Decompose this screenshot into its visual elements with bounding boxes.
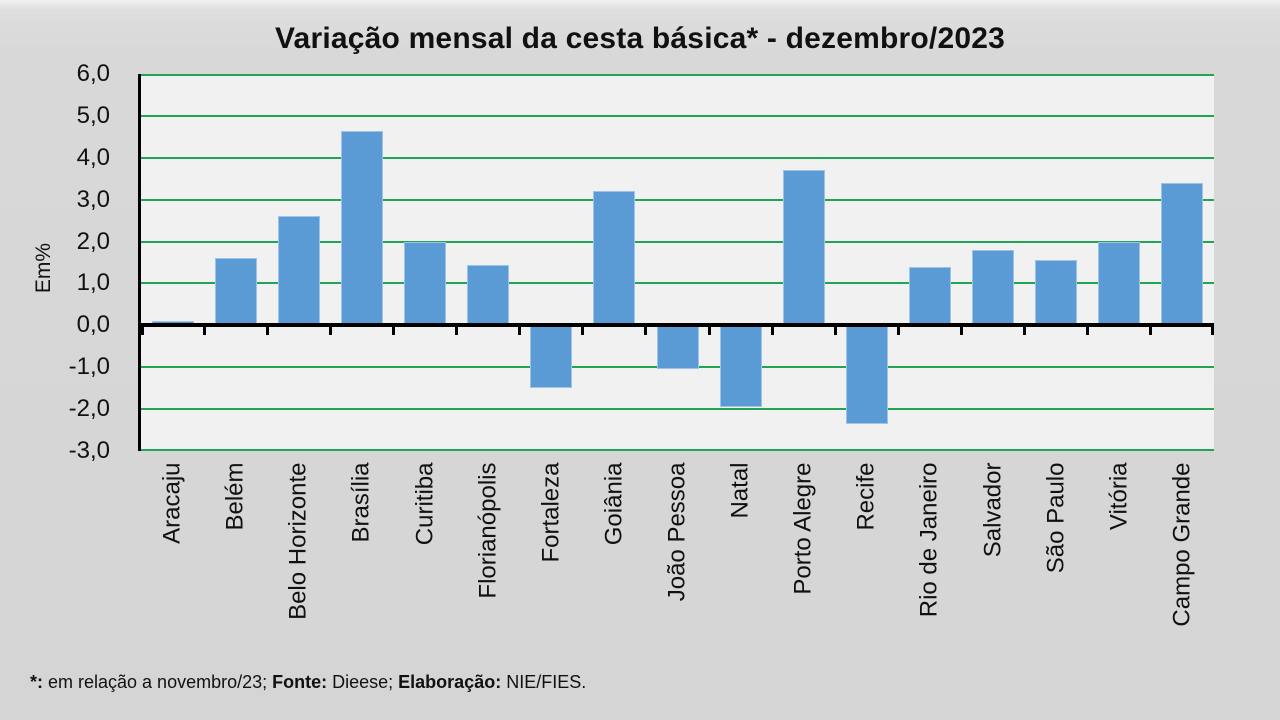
x-tick-label-florianópolis: Florianópolis (474, 462, 502, 599)
x-axis-tick (518, 325, 522, 336)
x-tick-label-belo-horizonte: Belo Horizonte (284, 462, 312, 620)
y-tick-label-0: 0,0 (76, 311, 110, 339)
bar-fortaleza (530, 325, 573, 389)
gridline-5 (141, 114, 1214, 117)
x-tick-label-salvador: Salvador (979, 462, 1007, 557)
bar-joão-pessoa (656, 325, 699, 370)
y-tick-label-6: 6,0 (76, 60, 110, 87)
gridline-2 (141, 240, 1214, 243)
y-tick-label--1: -1,0 (68, 353, 110, 381)
x-axis-tick (707, 325, 711, 336)
x-axis-tick (1086, 325, 1090, 336)
x-axis-tick (141, 325, 144, 336)
footnote-bold-segment: Elaboração: (398, 672, 502, 692)
bar-vitória (1098, 241, 1141, 326)
y-axis-line (138, 74, 141, 451)
gridline--2 (141, 408, 1214, 411)
x-tick-label-fortaleza: Fortaleza (537, 462, 565, 563)
bar-florianópolis (467, 264, 510, 326)
x-axis-tick (581, 325, 585, 336)
x-tick-label-brasília: Brasília (347, 462, 375, 543)
bar-natal (719, 325, 762, 407)
y-axis-title: Em% (32, 242, 55, 294)
x-tick-label-joão-pessoa: João Pessoa (663, 462, 691, 601)
x-tick-label-goiânia: Goiânia (600, 462, 628, 545)
footnote-bold-segment: *: (30, 672, 43, 692)
y-tick-label-5: 5,0 (76, 101, 110, 129)
y-tick-label--3: -3,0 (68, 437, 110, 464)
gridline--3 (141, 449, 1214, 451)
x-tick-label-vitória: Vitória (1105, 462, 1133, 530)
footnote-segment: Dieese; (327, 672, 399, 692)
x-axis-tick (896, 325, 900, 336)
x-tick-label-curitiba: Curitiba (411, 462, 439, 545)
x-axis-tick (455, 325, 459, 336)
bar-são-paulo (1035, 260, 1078, 326)
footnote-source-text: *: em relação a novembro/23; Fonte: Diee… (30, 672, 586, 693)
x-axis-tick (391, 325, 395, 336)
bar-brasília (340, 130, 383, 326)
x-tick-label-porto-alegre: Porto Alegre (789, 462, 817, 595)
x-tick-label-são-paulo: São Paulo (1042, 462, 1070, 573)
bar-curitiba (404, 241, 447, 326)
gridline-6 (141, 74, 1214, 76)
y-tick-label-2: 2,0 (76, 227, 110, 255)
bar-porto-alegre (782, 170, 825, 326)
gridline-3 (141, 198, 1214, 201)
y-tick-label-4: 4,0 (76, 143, 110, 171)
bar-salvador (972, 249, 1015, 326)
x-tick-label-aracaju: Aracaju (158, 462, 186, 544)
x-tick-label-belém: Belém (221, 462, 249, 531)
x-axis-tick (1149, 325, 1153, 336)
x-tick-label-campo-grande: Campo Grande (1168, 462, 1196, 627)
bar-chart-plot-area (141, 74, 1214, 451)
bar-campo-grande (1161, 182, 1204, 326)
y-tick-label-3: 3,0 (76, 185, 110, 213)
x-axis-tick (770, 325, 774, 336)
x-axis-tick (1211, 325, 1214, 336)
x-axis-zero-line (141, 323, 1214, 328)
bar-goiânia (593, 191, 636, 326)
footnote-bold-segment: Fonte: (272, 672, 328, 692)
footnote-segment: em relação a novembro/23; (43, 672, 273, 692)
x-axis-tick (644, 325, 648, 336)
chart-title: Variação mensal da cesta básica* - dezem… (275, 22, 1005, 55)
x-axis-tick (833, 325, 837, 336)
y-tick-label-1: 1,0 (76, 269, 110, 297)
bar-recife (845, 325, 888, 424)
x-axis-tick (265, 325, 269, 336)
footnote-segment: NIE/FIES. (501, 672, 587, 692)
gridline-4 (141, 156, 1214, 159)
x-axis-tick (328, 325, 332, 336)
bar-belém (214, 258, 257, 326)
gridline-1 (141, 282, 1214, 285)
x-axis-tick (1023, 325, 1027, 336)
y-tick-label--2: -2,0 (68, 395, 110, 423)
bar-belo-horizonte (277, 216, 320, 326)
x-axis-tick (202, 325, 206, 336)
x-tick-label-natal: Natal (726, 462, 754, 519)
bar-rio-de-janeiro (908, 266, 951, 326)
x-tick-label-recife: Recife (852, 462, 880, 531)
x-axis-tick (960, 325, 964, 336)
x-tick-label-rio-de-janeiro: Rio de Janeiro (915, 462, 943, 617)
